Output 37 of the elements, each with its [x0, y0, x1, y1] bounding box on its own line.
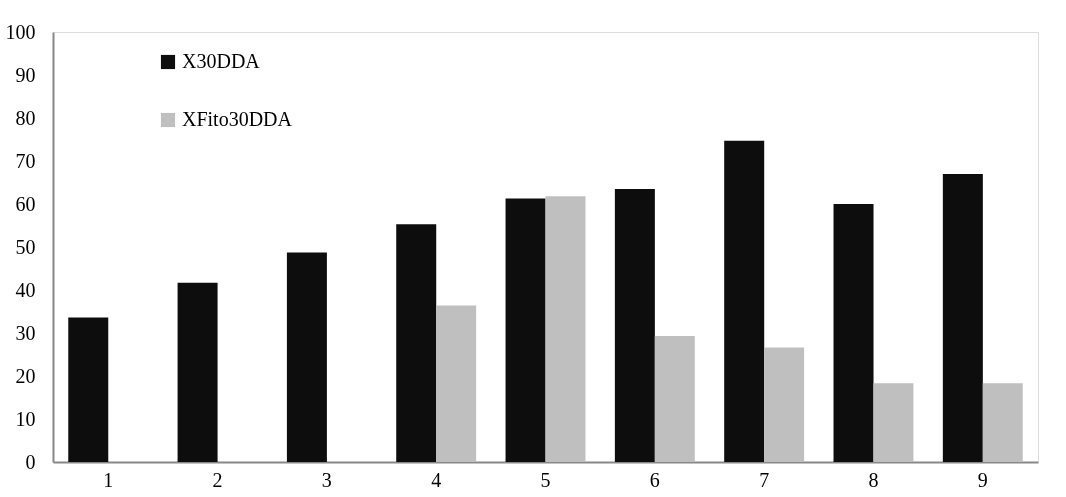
y-tick-label: 20: [15, 364, 36, 387]
x-tick-label: 6: [649, 468, 660, 491]
bar: [982, 383, 1023, 462]
bar: [942, 173, 983, 462]
bar: [396, 224, 437, 462]
x-tick-label: 9: [977, 468, 988, 491]
bar: [654, 336, 695, 462]
y-tick-label: 60: [15, 192, 36, 215]
x-tick-label: 1: [103, 468, 114, 491]
y-tick-label: 100: [5, 20, 36, 43]
bar: [286, 252, 327, 462]
y-tick-label: 50: [15, 235, 36, 258]
x-tick-label: 7: [759, 468, 770, 491]
legend-label: X30DDA: [182, 50, 261, 72]
y-tick-label: 40: [15, 278, 36, 301]
x-tick-label: 3: [321, 468, 332, 491]
x-tick-label: 4: [431, 468, 442, 491]
y-tick-label: 90: [15, 63, 36, 86]
y-tick-label: 10: [15, 407, 36, 430]
x-tick-label: 5: [540, 468, 551, 491]
bar: [505, 198, 546, 462]
y-tick-label: 70: [15, 149, 36, 172]
bar: [545, 196, 586, 462]
bar: [177, 282, 218, 462]
bar: [833, 204, 874, 462]
x-tick-label: 8: [868, 468, 879, 491]
x-tick-label: 2: [212, 468, 223, 491]
y-tick-label: 80: [15, 106, 36, 129]
legend-label: XFito30DDA: [182, 108, 293, 130]
y-tick-label: 0: [25, 450, 36, 473]
y-tick-label: 30: [15, 321, 36, 344]
bar: [873, 383, 914, 462]
bar: [68, 317, 109, 462]
bar: [764, 347, 805, 462]
bar: [614, 188, 655, 462]
bar: [724, 140, 765, 462]
bar: [436, 305, 477, 462]
